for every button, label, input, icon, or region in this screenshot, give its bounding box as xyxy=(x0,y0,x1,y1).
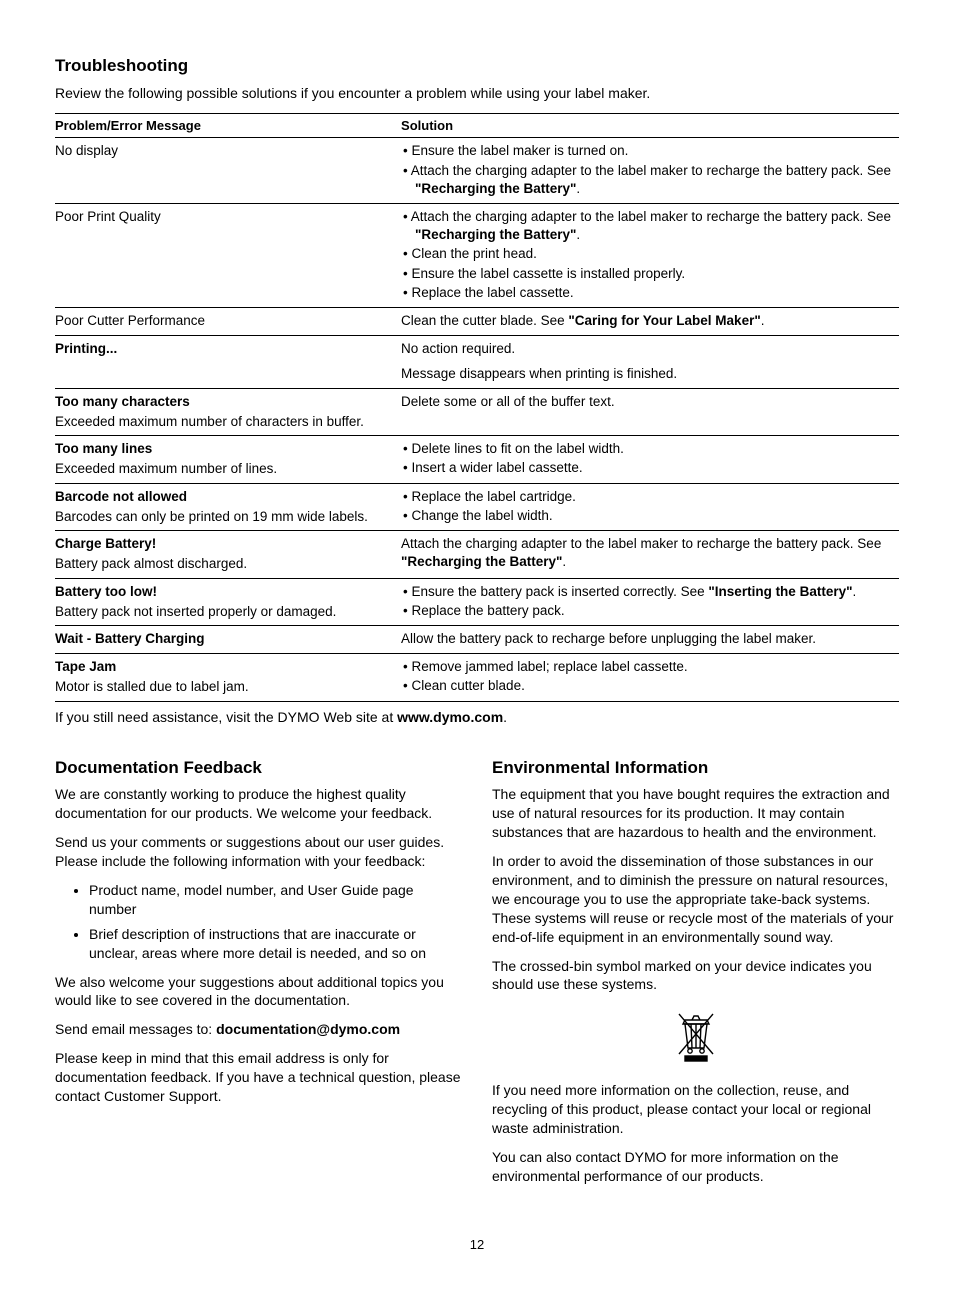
env-info-p1: The equipment that you have bought requi… xyxy=(492,785,899,842)
problem-sub: Barcodes can only be printed on 19 mm wi… xyxy=(55,508,395,526)
table-row: Wait - Battery Charging Allow the batter… xyxy=(55,625,899,653)
solution-text: • Remove jammed label; replace label cas… xyxy=(401,658,893,676)
doc-feedback-p2: Send us your comments or suggestions abo… xyxy=(55,833,462,871)
problem-sub: Battery pack not inserted properly or da… xyxy=(55,603,395,621)
table-row: Printing... No action required. Message … xyxy=(55,336,899,388)
table-row: No display • Ensure the label maker is t… xyxy=(55,138,899,204)
solution-cell: • Replace the label cartridge. • Change … xyxy=(401,483,899,530)
table-row: Tape Jam Motor is stalled due to label j… xyxy=(55,654,899,701)
troubleshooting-heading: Troubleshooting xyxy=(55,55,899,78)
problem-cell: Battery too low! Battery pack not insert… xyxy=(55,578,401,625)
problem-cell: Poor Print Quality xyxy=(55,204,401,308)
doc-feedback-section: Documentation Feedback We are constantly… xyxy=(55,757,462,1196)
solution-cell: • Remove jammed label; replace label cas… xyxy=(401,654,899,701)
doc-feedback-p5: Please keep in mind that this email addr… xyxy=(55,1049,462,1106)
list-item: Product name, model number, and User Gui… xyxy=(89,881,462,919)
solution-text: Delete some or all of the buffer text. xyxy=(401,393,893,411)
problem-sub: Exceeded maximum number of lines. xyxy=(55,460,395,478)
env-info-p3: The crossed-bin symbol marked on your de… xyxy=(492,957,899,995)
solution-text: • Replace the battery pack. xyxy=(401,602,893,620)
env-info-heading: Environmental Information xyxy=(492,757,899,780)
table-row: Too many characters Exceeded maximum num… xyxy=(55,388,899,435)
solution-text: Message disappears when printing is fini… xyxy=(401,365,893,383)
col-header-problem: Problem/Error Message xyxy=(55,113,401,138)
solution-text: • Ensure the battery pack is inserted co… xyxy=(401,583,893,601)
solution-text: Allow the battery pack to recharge befor… xyxy=(401,630,893,648)
table-row: Charge Battery! Battery pack almost disc… xyxy=(55,531,899,578)
table-row: Battery too low! Battery pack not insert… xyxy=(55,578,899,625)
solution-text: • Delete lines to fit on the label width… xyxy=(401,440,893,458)
doc-feedback-p3: We also welcome your suggestions about a… xyxy=(55,973,462,1011)
solution-cell: Clean the cutter blade. See "Caring for … xyxy=(401,308,899,336)
solution-cell: Attach the charging adapter to the label… xyxy=(401,531,899,578)
problem-cell: Too many characters Exceeded maximum num… xyxy=(55,388,401,435)
solution-cell: • Ensure the battery pack is inserted co… xyxy=(401,578,899,625)
solution-text: • Ensure the label maker is turned on. xyxy=(401,142,893,160)
solution-cell: Delete some or all of the buffer text. xyxy=(401,388,899,435)
solution-text: No action required. xyxy=(401,340,893,358)
problem-cell: Wait - Battery Charging xyxy=(55,625,401,653)
col-header-solution: Solution xyxy=(401,113,899,138)
solution-text: Clean the cutter blade. See "Caring for … xyxy=(401,312,893,330)
problem-cell: Poor Cutter Performance xyxy=(55,308,401,336)
doc-feedback-list: Product name, model number, and User Gui… xyxy=(89,881,462,963)
solution-text: • Clean cutter blade. xyxy=(401,677,893,695)
problem-cell: Barcode not allowed Barcodes can only be… xyxy=(55,483,401,530)
solution-text: Attach the charging adapter to the label… xyxy=(401,535,893,571)
env-info-section: Environmental Information The equipment … xyxy=(492,757,899,1196)
problem-cell: No display xyxy=(55,138,401,204)
page-number: 12 xyxy=(55,1236,899,1254)
problem-sub: Motor is stalled due to label jam. xyxy=(55,678,395,696)
problem-cell: Tape Jam Motor is stalled due to label j… xyxy=(55,654,401,701)
doc-feedback-heading: Documentation Feedback xyxy=(55,757,462,780)
solution-text: • Insert a wider label cassette. xyxy=(401,459,893,477)
problem-sub: Battery pack almost discharged. xyxy=(55,555,395,573)
solution-text: • Clean the print head. xyxy=(401,245,893,263)
solution-cell: • Ensure the label maker is turned on. •… xyxy=(401,138,899,204)
solution-text: • Ensure the label cassette is installed… xyxy=(401,265,893,283)
problem-cell: Printing... xyxy=(55,336,401,388)
solution-text: • Attach the charging adapter to the lab… xyxy=(401,162,893,198)
troubleshooting-intro: Review the following possible solutions … xyxy=(55,84,899,103)
troubleshooting-table: Problem/Error Message Solution No displa… xyxy=(55,113,899,702)
weee-icon xyxy=(492,1004,899,1067)
solution-text: • Attach the charging adapter to the lab… xyxy=(401,208,893,244)
troubleshooting-footnote: If you still need assistance, visit the … xyxy=(55,708,899,727)
problem-cell: Charge Battery! Battery pack almost disc… xyxy=(55,531,401,578)
env-info-p4: If you need more information on the coll… xyxy=(492,1081,899,1138)
solution-text: • Replace the label cassette. xyxy=(401,284,893,302)
table-row: Too many lines Exceeded maximum number o… xyxy=(55,436,899,483)
table-row: Barcode not allowed Barcodes can only be… xyxy=(55,483,899,530)
doc-feedback-p4: Send email messages to: documentation@dy… xyxy=(55,1020,462,1039)
problem-sub: Exceeded maximum number of characters in… xyxy=(55,413,395,431)
table-row: Poor Print Quality • Attach the charging… xyxy=(55,204,899,308)
env-info-p2: In order to avoid the dissemination of t… xyxy=(492,852,899,946)
solution-cell: • Attach the charging adapter to the lab… xyxy=(401,204,899,308)
table-row: Poor Cutter Performance Clean the cutter… xyxy=(55,308,899,336)
solution-text: • Replace the label cartridge. xyxy=(401,488,893,506)
list-item: Brief description of instructions that a… xyxy=(89,925,462,963)
solution-text: • Change the label width. xyxy=(401,507,893,525)
solution-cell: Allow the battery pack to recharge befor… xyxy=(401,625,899,653)
problem-cell: Too many lines Exceeded maximum number o… xyxy=(55,436,401,483)
solution-cell: No action required. Message disappears w… xyxy=(401,336,899,388)
env-info-p5: You can also contact DYMO for more infor… xyxy=(492,1148,899,1186)
solution-cell: • Delete lines to fit on the label width… xyxy=(401,436,899,483)
doc-feedback-p1: We are constantly working to produce the… xyxy=(55,785,462,823)
